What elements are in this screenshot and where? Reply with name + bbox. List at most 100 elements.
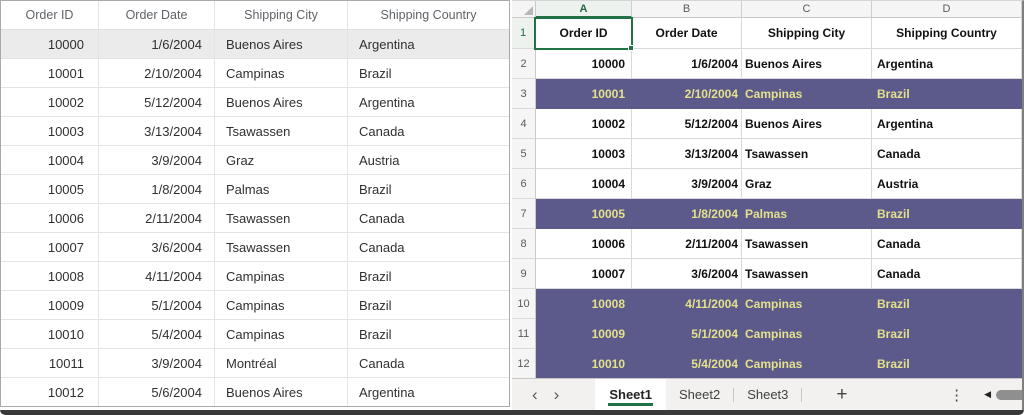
grid-row[interactable]: 10011 3/9/2004 Montréal Canada xyxy=(1,349,509,378)
row-number[interactable]: 11 xyxy=(512,319,536,349)
grid-column-header[interactable]: Order ID xyxy=(1,1,99,29)
sheet-cell[interactable]: Order Date xyxy=(632,18,742,49)
sheet-cell[interactable]: Brazil xyxy=(872,289,1022,319)
sheet-cell[interactable]: 5/1/2004 xyxy=(632,319,742,349)
sheet-cell[interactable]: 10009 xyxy=(536,319,632,349)
grid-row[interactable]: 10012 5/6/2004 Buenos Aires Argentina xyxy=(1,378,509,406)
prev-sheet-icon[interactable]: ‹ xyxy=(532,385,538,404)
grid-cell[interactable]: 10010 xyxy=(1,320,99,348)
sheet-cell[interactable]: Tsawassen xyxy=(742,229,872,259)
grid-cell[interactable]: 3/9/2004 xyxy=(99,349,215,377)
grid-cell[interactable]: Austria xyxy=(359,152,400,168)
more-options-icon[interactable]: ⋮ xyxy=(949,386,965,404)
sheet-cell[interactable]: Canada xyxy=(872,229,1022,259)
sheet-cell[interactable]: Canada xyxy=(872,259,1022,289)
grid-cell[interactable]: Palmas xyxy=(215,175,348,203)
grid-cell[interactable]: 3/6/2004 xyxy=(99,233,215,261)
sheet-cell[interactable]: 5/12/2004 xyxy=(632,109,742,139)
column-header-c[interactable]: C xyxy=(742,1,872,18)
sheet-cell[interactable]: Campinas xyxy=(742,79,872,109)
sheet-cell[interactable]: Austria xyxy=(872,169,1022,199)
grid-row[interactable]: 10009 5/1/2004 Campinas Brazil xyxy=(1,291,509,320)
grid-cell[interactable]: Montréal xyxy=(215,349,348,377)
grid-row[interactable]: 10004 3/9/2004 Graz Austria xyxy=(1,146,509,175)
grid-row[interactable]: 10003 3/13/2004 Tsawassen Canada xyxy=(1,117,509,146)
grid-column-header[interactable]: Order Date xyxy=(99,1,215,29)
sheet-cell[interactable]: 10005 xyxy=(536,199,632,229)
grid-cell[interactable]: Canada xyxy=(359,210,405,226)
row-number[interactable]: 4 xyxy=(512,109,536,139)
row-number[interactable]: 2 xyxy=(512,49,536,79)
grid-cell[interactable]: Buenos Aires xyxy=(215,378,348,406)
row-number[interactable]: 7 xyxy=(512,199,536,229)
grid-row[interactable]: 10006 2/11/2004 Tsawassen Canada xyxy=(1,204,509,233)
grid-row[interactable]: 10002 5/12/2004 Buenos Aires Argentina xyxy=(1,88,509,117)
row-number[interactable]: 3 xyxy=(512,79,536,109)
sheet-cell[interactable]: 10010 xyxy=(536,349,632,379)
tab-sheet2[interactable]: Sheet2 xyxy=(666,379,733,410)
sheet-cell[interactable]: Brazil xyxy=(872,349,1022,379)
grid-cell[interactable]: 4/11/2004 xyxy=(99,262,215,290)
sheet-cell[interactable]: 2/11/2004 xyxy=(632,229,742,259)
sheet-cell[interactable]: Order ID xyxy=(536,18,632,49)
select-all-button[interactable] xyxy=(512,1,536,18)
sheet-cell[interactable]: Tsawassen xyxy=(742,139,872,169)
grid-cell[interactable]: 10001 xyxy=(1,59,99,87)
grid-row[interactable]: 10008 4/11/2004 Campinas Brazil xyxy=(1,262,509,291)
grid-cell[interactable]: 10003 xyxy=(1,117,99,145)
sheet-cell[interactable]: 3/9/2004 xyxy=(632,169,742,199)
row-number[interactable]: 1 xyxy=(512,18,536,49)
grid-column-header[interactable]: Shipping City xyxy=(215,1,348,29)
grid-cell[interactable]: 10002 xyxy=(1,88,99,116)
grid-cell[interactable]: 10007 xyxy=(1,233,99,261)
grid-cell[interactable]: 10011 xyxy=(1,349,99,377)
grid-cell[interactable]: Buenos Aires xyxy=(215,30,348,58)
sheet-cell[interactable]: 3/6/2004 xyxy=(632,259,742,289)
grid-cell[interactable]: Argentina xyxy=(359,384,415,400)
grid-cell[interactable]: 1/6/2004 xyxy=(99,30,215,58)
sheet-cell[interactable]: 10004 xyxy=(536,169,632,199)
grid-row[interactable]: 10010 5/4/2004 Campinas Brazil xyxy=(1,320,509,349)
sheet-cell[interactable]: 3/13/2004 xyxy=(632,139,742,169)
sheet-cell[interactable]: Brazil xyxy=(872,319,1022,349)
grid-cell[interactable]: Canada xyxy=(359,123,405,139)
grid-cell[interactable]: 2/11/2004 xyxy=(99,204,215,232)
grid-cell[interactable]: 5/6/2004 xyxy=(99,378,215,406)
grid-cell[interactable]: 10006 xyxy=(1,204,99,232)
grid-row[interactable]: 10005 1/8/2004 Palmas Brazil xyxy=(1,175,509,204)
sheet-cell[interactable]: 10001 xyxy=(536,79,632,109)
sheet-cell[interactable]: 10006 xyxy=(536,229,632,259)
grid-cell[interactable]: Argentina xyxy=(359,36,415,52)
grid-cell[interactable]: 3/13/2004 xyxy=(99,117,215,145)
sheet-cell[interactable]: Campinas xyxy=(742,319,872,349)
next-sheet-icon[interactable]: › xyxy=(553,385,560,404)
row-number[interactable]: 12 xyxy=(512,349,536,379)
sheet-cell[interactable]: Brazil xyxy=(872,79,1022,109)
grid-cell[interactable]: Brazil xyxy=(359,181,392,197)
tab-sheet1[interactable]: Sheet1 xyxy=(595,379,666,410)
sheet-cell[interactable]: Brazil xyxy=(872,199,1022,229)
row-number[interactable]: 10 xyxy=(512,289,536,319)
sheet-cell[interactable]: 5/4/2004 xyxy=(632,349,742,379)
grid-cell[interactable]: Campinas xyxy=(215,262,348,290)
horizontal-scrollbar-thumb[interactable] xyxy=(996,389,1022,400)
grid-cell[interactable]: 5/12/2004 xyxy=(99,88,215,116)
grid-cell[interactable]: Brazil xyxy=(359,297,392,313)
sheet-cell[interactable]: 10003 xyxy=(536,139,632,169)
grid-cell[interactable]: Buenos Aires xyxy=(215,88,348,116)
sheet-cell[interactable]: Argentina xyxy=(872,109,1022,139)
sheet-cell[interactable]: 2/10/2004 xyxy=(632,79,742,109)
sheet-cell[interactable]: Buenos Aires xyxy=(742,109,872,139)
grid-cell[interactable]: Tsawassen xyxy=(215,204,348,232)
tab-sheet3[interactable]: Sheet3 xyxy=(734,379,801,410)
grid-cell[interactable]: Brazil xyxy=(359,65,392,81)
sheet-cell[interactable]: 1/8/2004 xyxy=(632,199,742,229)
sheet-cell[interactable]: Graz xyxy=(742,169,872,199)
grid-column-header[interactable]: Shipping Country xyxy=(380,8,477,22)
grid-cell[interactable]: Campinas xyxy=(215,59,348,87)
grid-cell[interactable]: Argentina xyxy=(359,94,415,110)
grid-cell[interactable]: Brazil xyxy=(359,268,392,284)
grid-row[interactable]: 10007 3/6/2004 Tsawassen Canada xyxy=(1,233,509,262)
sheet-cell[interactable]: Campinas xyxy=(742,289,872,319)
grid-row[interactable]: 10000 1/6/2004 Buenos Aires Argentina xyxy=(1,30,509,59)
